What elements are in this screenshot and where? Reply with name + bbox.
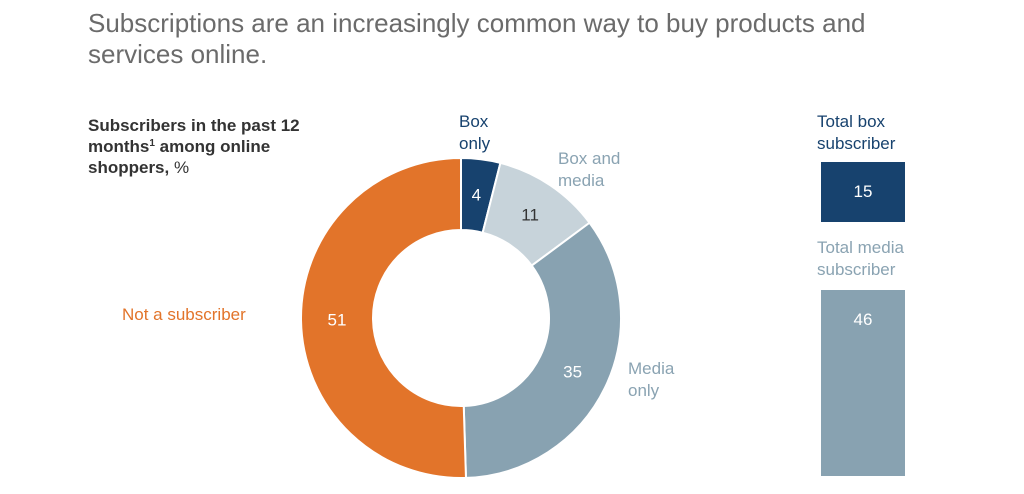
total-media-block: 46: [821, 290, 905, 476]
label-box-only: Box only: [459, 111, 519, 155]
label-box-and-media-line1: Box and: [558, 149, 621, 168]
label-total-media: Total media subscriber: [817, 237, 937, 281]
label-total-box: Total box subscriber: [817, 111, 937, 155]
label-media-only: Media only: [628, 358, 708, 402]
label-media-only-line2: only: [628, 381, 660, 400]
label-total-box-line1: Total box: [817, 112, 886, 131]
donut-slice-media-only: [462, 221, 622, 479]
label-box-only-line1: Box: [459, 112, 489, 131]
label-box-and-media-line2: media: [558, 171, 605, 190]
chart-headline: Subscriptions are an increasingly common…: [88, 8, 866, 69]
total-box-value: 15: [853, 182, 873, 201]
donut-value-label-not-a-subscriber: 51: [328, 310, 347, 329]
footnote-marker: 1: [149, 138, 155, 149]
subtitle-unit: %: [169, 158, 190, 177]
label-total-box-line2: subscriber: [817, 134, 896, 153]
label-box-and-media: Box and media: [558, 148, 648, 192]
donut-slice-not-a-subscriber: [300, 156, 468, 479]
total-box-block: 15: [821, 162, 905, 222]
label-box-only-line2: only: [459, 134, 491, 153]
total-media-value: 46: [853, 310, 873, 329]
label-total-media-line1: Total media: [817, 238, 904, 257]
donut-value-label-media-only: 35: [563, 363, 582, 382]
label-media-only-line1: Media: [628, 359, 675, 378]
label-not-subscriber: Not a subscriber: [122, 305, 246, 324]
label-total-media-line2: subscriber: [817, 260, 896, 279]
subtitle-rest: among online shoppers,: [88, 137, 271, 177]
chart-subtitle: Subscribers in the past 12 months1 among…: [88, 115, 328, 178]
donut-value-label-box-only: 4: [472, 185, 481, 204]
donut-value-label-box-and-media: 11: [521, 206, 539, 225]
subtitle-main: Subscribers in the past 12 months: [88, 116, 300, 156]
